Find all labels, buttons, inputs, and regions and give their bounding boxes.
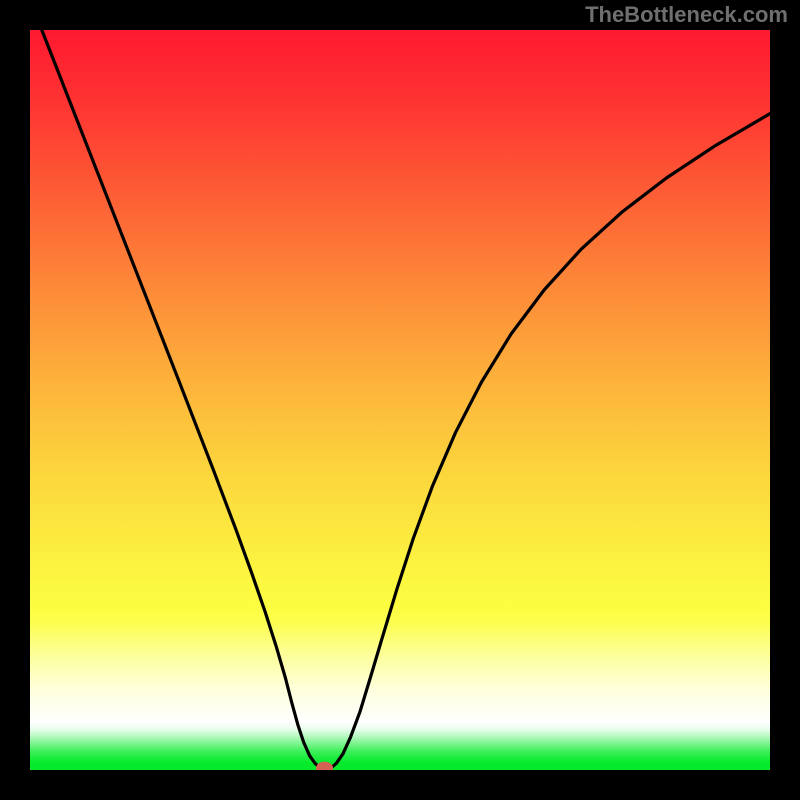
plot-area [30, 30, 770, 770]
gradient-background [30, 30, 770, 770]
watermark-text: TheBottleneck.com [585, 2, 788, 28]
plot-svg [30, 30, 770, 770]
chart-frame: TheBottleneck.com [0, 0, 800, 800]
